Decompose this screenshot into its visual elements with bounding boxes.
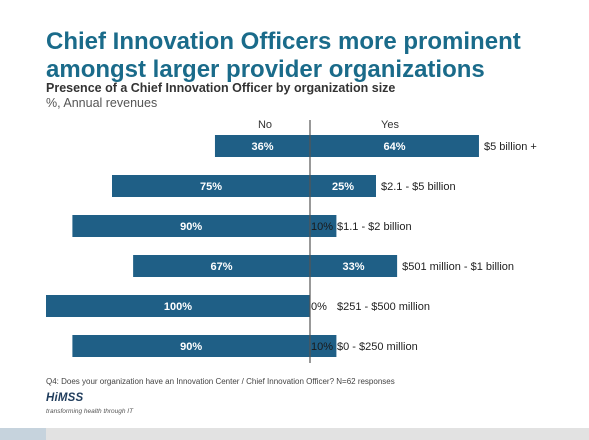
bar-no bbox=[112, 175, 310, 197]
data-label-no: 36% bbox=[251, 141, 273, 153]
data-label-yes: 64% bbox=[383, 141, 405, 153]
category-label: $501 million - $1 billion bbox=[402, 261, 514, 273]
bar-no bbox=[72, 215, 311, 237]
page-title: Chief Innovation Officers more prominent… bbox=[46, 28, 586, 84]
data-label-yes: 0% bbox=[311, 301, 327, 313]
data-label-no: 90% bbox=[180, 221, 202, 233]
data-label-yes: 10% bbox=[311, 221, 333, 233]
chart-subtitle: Presence of a Chief Innovation Officer b… bbox=[46, 81, 396, 95]
footer-accent bbox=[0, 428, 46, 440]
title-line-2: amongst larger provider organizations bbox=[46, 56, 485, 83]
bar-yes bbox=[310, 215, 337, 237]
legend-no: No bbox=[258, 119, 272, 131]
data-label-no: 75% bbox=[200, 181, 222, 193]
data-label-yes: 33% bbox=[343, 261, 365, 273]
bar-yes bbox=[310, 335, 337, 357]
category-label: $251 - $500 million bbox=[337, 301, 430, 313]
bar-no bbox=[133, 255, 310, 277]
bar-yes bbox=[310, 255, 398, 277]
category-label: $0 - $250 million bbox=[337, 341, 418, 353]
data-label-no: 90% bbox=[180, 341, 202, 353]
bar-yes bbox=[310, 135, 479, 157]
chart-units: %, Annual revenues bbox=[46, 96, 158, 110]
legend-yes: Yes bbox=[381, 119, 399, 131]
title-line-1: Chief Innovation Officers more prominent bbox=[46, 28, 521, 55]
diverging-bar-chart: No Yes 36% 64% $5 billion + 75% 25% $2.1 - $5 b… bbox=[46, 119, 537, 363]
bar-no bbox=[46, 295, 310, 317]
himss-logo: HiMSS bbox=[46, 392, 84, 404]
footer-band bbox=[0, 428, 589, 440]
data-label-no: 100% bbox=[164, 301, 192, 313]
bar-no bbox=[214, 135, 310, 157]
data-label-yes: 10% bbox=[311, 341, 333, 353]
data-label-no: 67% bbox=[211, 261, 233, 273]
category-label: $1.1 - $2 billion bbox=[337, 221, 412, 233]
footnote: Q4: Does your organization have an Innov… bbox=[46, 377, 395, 386]
category-label: $2.1 - $5 billion bbox=[381, 181, 456, 193]
logo-tagline: transforming health through IT bbox=[46, 408, 134, 415]
data-label-yes: 25% bbox=[332, 181, 354, 193]
category-label: $5 billion + bbox=[484, 141, 537, 153]
bar-yes bbox=[310, 175, 376, 197]
bar-no bbox=[72, 335, 311, 357]
